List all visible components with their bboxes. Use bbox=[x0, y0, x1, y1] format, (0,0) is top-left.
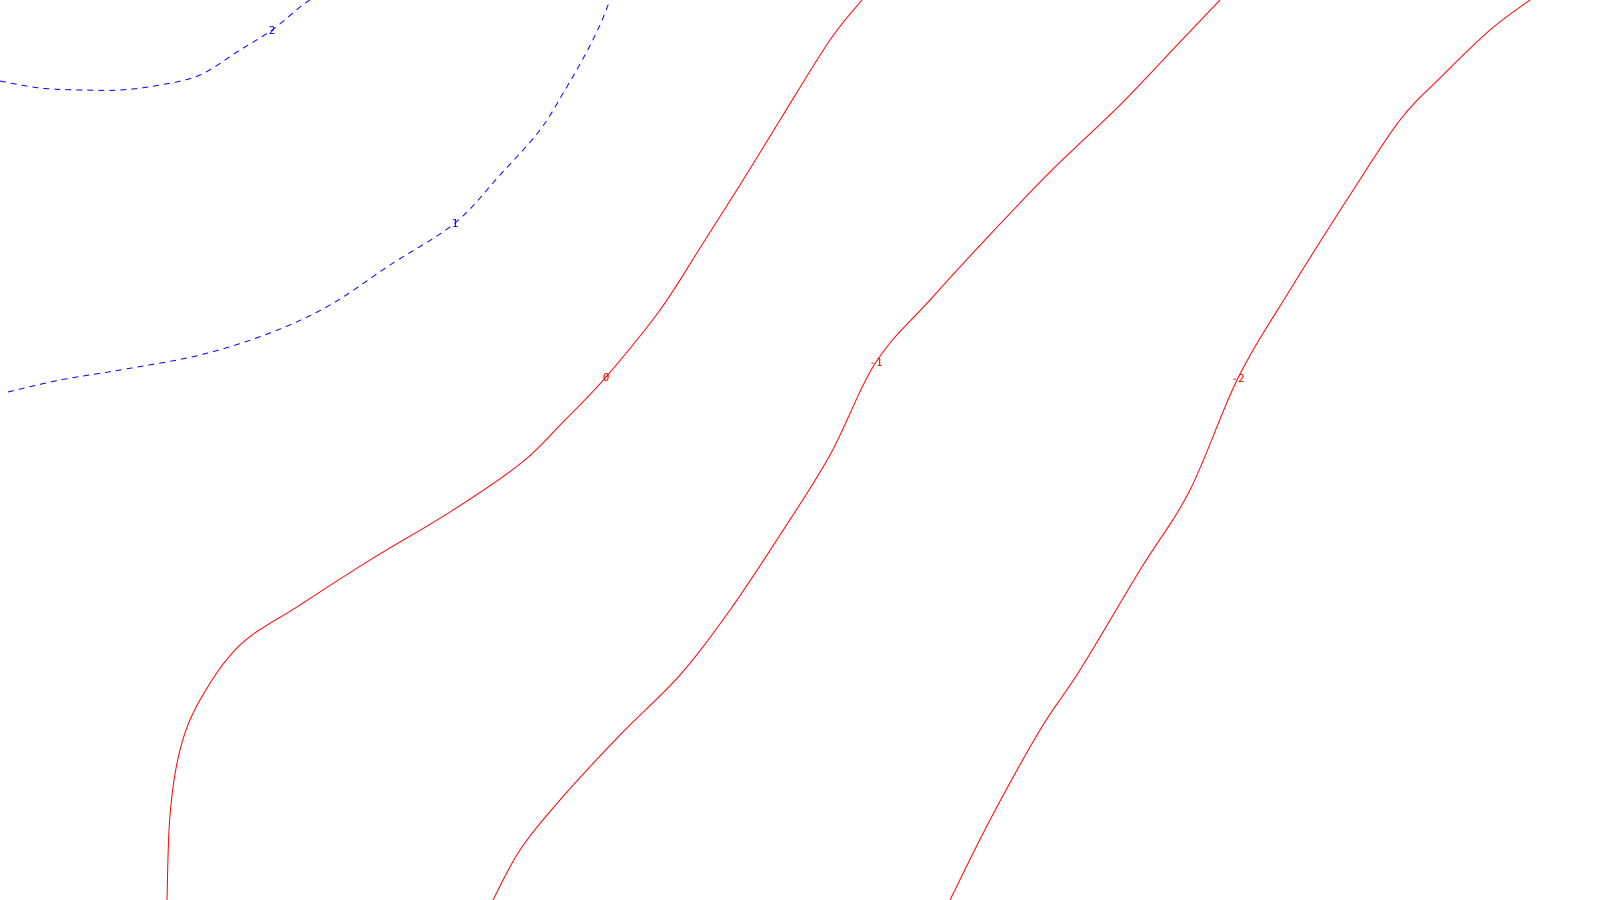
contour-line-level-0 bbox=[166, 0, 863, 900]
contour-label-level-1: 1 bbox=[452, 217, 459, 230]
contour-label-level-neg2: -2 bbox=[1231, 372, 1244, 385]
contour-label-level-neg1: -1 bbox=[869, 356, 882, 369]
contour-labels: 2 1 0 -1 -2 bbox=[269, 24, 1245, 385]
contour-label-level-2: 2 bbox=[269, 24, 276, 37]
contour-lines bbox=[0, 0, 1531, 900]
contour-line-level-neg1 bbox=[492, 0, 1221, 900]
contour-line-level-neg2 bbox=[949, 0, 1531, 900]
contour-label-level-0: 0 bbox=[603, 371, 610, 384]
contour-line-level-2 bbox=[0, 0, 311, 91]
